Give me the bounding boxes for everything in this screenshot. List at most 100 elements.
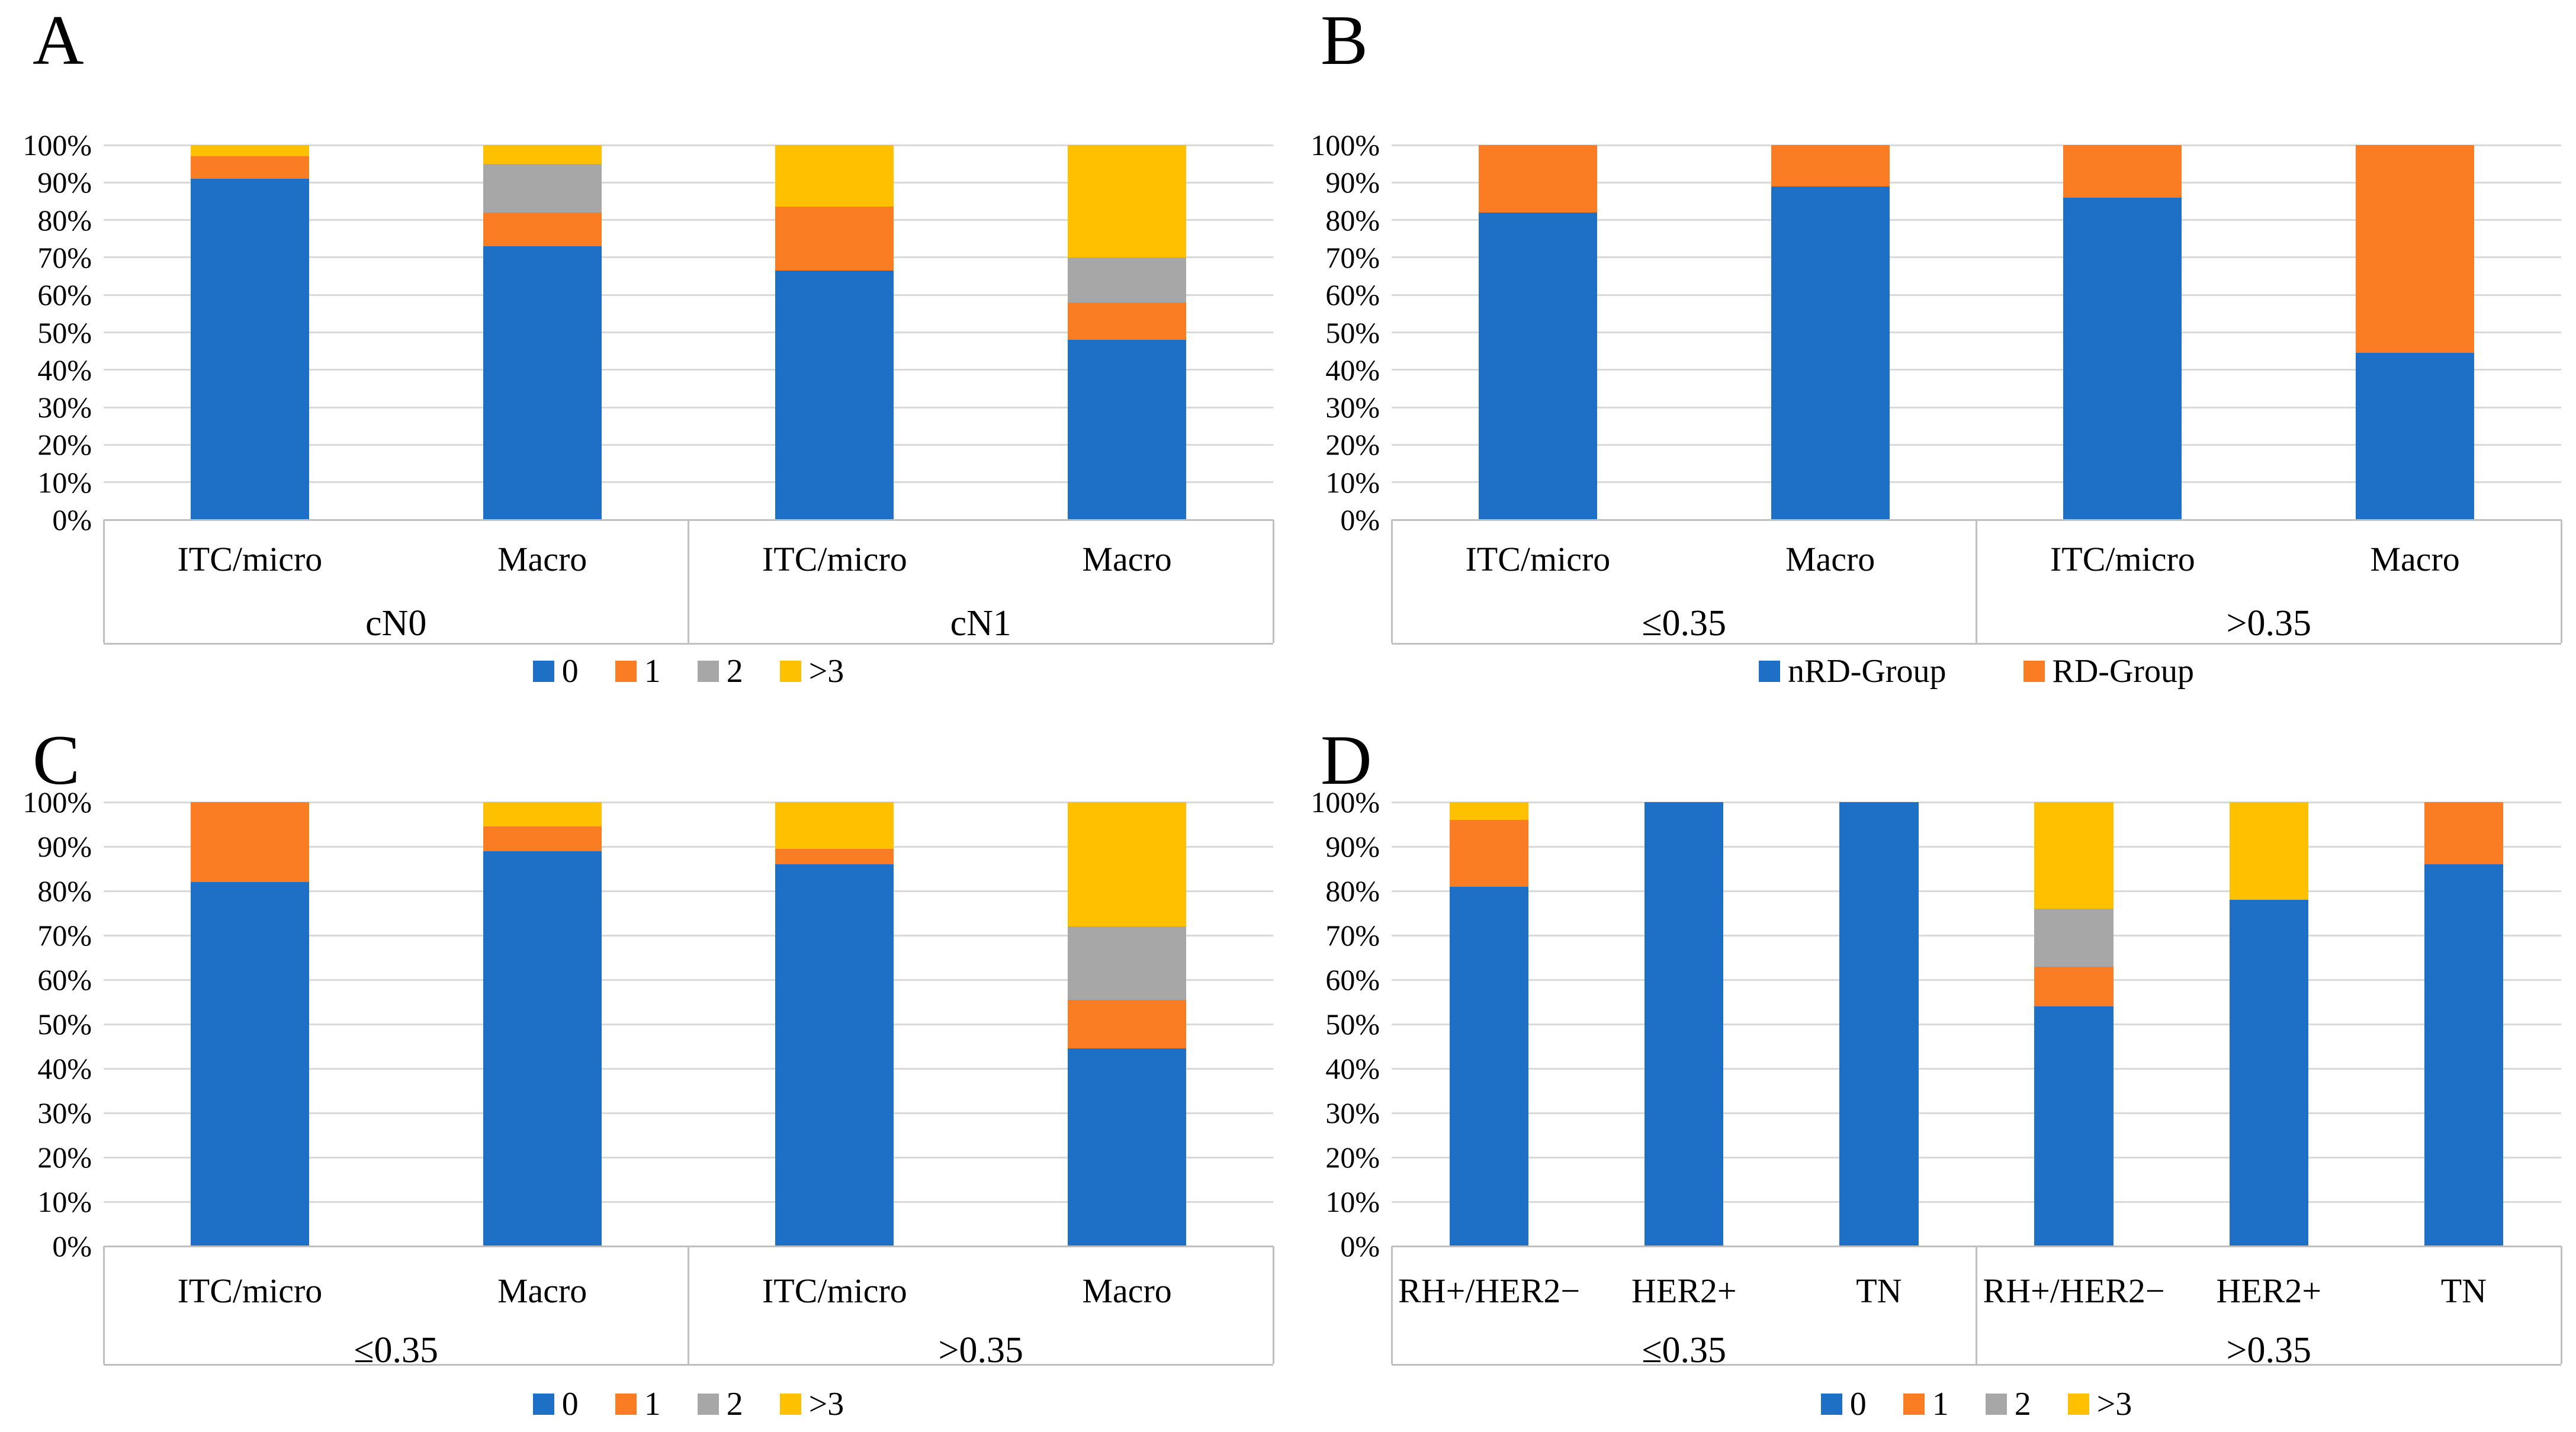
category-label-D-1: RH+/HER2− — [1398, 1272, 1581, 1310]
label-box-bottom-border — [104, 643, 1273, 645]
category-label-B-4: Macro — [2370, 540, 2460, 578]
gridline-40 — [1392, 1067, 2561, 1070]
y-tick-label-50: 50% — [37, 316, 92, 349]
label-box-vertical-1 — [2560, 1246, 2562, 1364]
gridline-90 — [1392, 845, 2561, 848]
legend-swatch->3 — [779, 1394, 801, 1415]
label-box-vertical-1 — [1272, 1246, 1274, 1364]
y-tick-label-90: 90% — [37, 830, 92, 863]
legend-swatch-0 — [532, 661, 554, 682]
y-tick-label-100: 100% — [1311, 128, 1380, 162]
y-tick-label-10: 10% — [37, 1185, 92, 1218]
gridline-10 — [1392, 1201, 2561, 1203]
label-box-bottom-border — [1392, 643, 2561, 645]
group-label-C-0: ≤0.35 — [354, 1330, 439, 1370]
group-label-A-1: cN1 — [950, 603, 1011, 643]
group-label-A-0: cN0 — [365, 603, 427, 643]
bar-A-2-segment-1 — [483, 212, 602, 246]
gridline-50 — [104, 332, 1273, 333]
bar-C-2-segment-0 — [483, 851, 602, 1246]
bar-B-3-segment-RD-Group — [2063, 145, 2182, 198]
label-box-vertical-2 — [1976, 1246, 1977, 1364]
category-label-C-1: ITC/micro — [177, 1272, 323, 1310]
label-box-vertical-2 — [688, 1246, 689, 1364]
label-box-vertical-0 — [1390, 1246, 1393, 1364]
y-tick-label-90: 90% — [1325, 830, 1380, 863]
bar-A-1-segment->3 — [190, 145, 309, 156]
gridline-40 — [104, 369, 1273, 371]
bar-D-1-segment->3 — [1449, 802, 1529, 820]
legend-item-1: 1 — [615, 1385, 661, 1423]
bar-A-2-segment->3 — [483, 145, 602, 164]
category-label-A-3: ITC/micro — [762, 540, 907, 578]
bar-D-5-segment->3 — [2229, 802, 2308, 900]
y-tick-label-10: 10% — [37, 465, 92, 499]
legend-item-RD-Group: RD-Group — [2023, 652, 2195, 690]
gridline-30 — [104, 406, 1273, 408]
legend-label-2: 2 — [2014, 1386, 2031, 1423]
gridline-60 — [1392, 979, 2561, 981]
y-tick-label-100: 100% — [23, 786, 92, 819]
panel-C-letter: C — [33, 720, 81, 799]
label-box-vertical-1 — [1272, 520, 1274, 643]
legend-item-2: 2 — [697, 652, 743, 690]
bar-C-1-segment-0 — [190, 882, 309, 1246]
bar-D-3-segment-0 — [1839, 802, 1919, 1246]
bar-D-4-segment-0 — [2034, 1006, 2114, 1246]
y-tick-label-100: 100% — [1311, 786, 1380, 819]
y-tick-label-10: 10% — [1325, 465, 1380, 499]
label-box-vertical-0 — [102, 1246, 105, 1364]
legend-label-nRD-Group: nRD-Group — [1787, 653, 1947, 690]
legend-label-0: 0 — [561, 1386, 579, 1423]
panel-B: B 0% 10% 20% 30% 40% 50% 60% 70% 80% 90% 100% ITC/mi… — [1288, 0, 2576, 716]
label-box-vertical-2 — [688, 520, 689, 643]
gridline-30 — [1392, 406, 2561, 408]
legend-item-0: 0 — [532, 652, 579, 690]
label-box-bottom-border — [1392, 1364, 2561, 1366]
y-tick-label-20: 20% — [37, 428, 92, 462]
bar-A-2-segment-0 — [483, 246, 602, 520]
gridline-100 — [1392, 144, 2561, 146]
bar-D-4-segment-1 — [2034, 966, 2114, 1006]
y-tick-label-30: 30% — [1325, 1096, 1380, 1129]
y-tick-label-80: 80% — [1325, 874, 1380, 908]
y-tick-label-50: 50% — [1325, 1008, 1380, 1041]
y-tick-label-90: 90% — [1325, 166, 1380, 199]
gridline-40 — [1392, 369, 2561, 371]
legend-label-RD-Group: RD-Group — [2052, 653, 2195, 690]
legend-item-1: 1 — [615, 652, 661, 690]
bar-C-3-segment->3 — [775, 802, 894, 849]
legend-item->3: >3 — [2067, 1385, 2132, 1423]
y-tick-label-60: 60% — [37, 278, 92, 312]
bar-C-1-segment-1 — [190, 802, 309, 882]
legend-swatch-1 — [615, 661, 637, 682]
category-label-D-3: TN — [1856, 1272, 1902, 1310]
bar-D-2-segment-0 — [1644, 802, 1724, 1246]
bar-C-3-segment-0 — [775, 864, 894, 1246]
gridline-50 — [1392, 1023, 2561, 1025]
panel-D-letter: D — [1321, 720, 1372, 799]
y-tick-label-0: 0% — [1340, 1230, 1380, 1263]
legend-label-0: 0 — [561, 653, 579, 690]
y-tick-label-30: 30% — [37, 391, 92, 424]
bar-B-4-segment-nRD-Group — [2356, 353, 2475, 520]
group-label-D-1: >0.35 — [2226, 1330, 2311, 1370]
bar-D-5-segment-0 — [2229, 900, 2308, 1246]
bar-A-1-segment-1 — [190, 156, 309, 179]
gridline-90 — [104, 845, 1273, 848]
gridline-80 — [104, 890, 1273, 892]
bar-C-2-segment-1 — [483, 826, 602, 851]
panel-A-letter: A — [33, 1, 84, 79]
gridline-60 — [104, 979, 1273, 981]
gridline-20 — [104, 443, 1273, 446]
y-tick-label-80: 80% — [37, 874, 92, 908]
category-label-B-2: Macro — [1785, 540, 1875, 578]
category-label-A-1: ITC/micro — [177, 540, 323, 578]
legend-swatch-1 — [1903, 1394, 1925, 1415]
bar-C-4-segment->3 — [1068, 802, 1187, 926]
gridline-10 — [1392, 481, 2561, 484]
bar-D-4-segment->3 — [2034, 802, 2114, 909]
category-label-A-4: Macro — [1082, 540, 1172, 578]
gridline-80 — [1392, 219, 2561, 221]
gridline-90 — [104, 181, 1273, 184]
